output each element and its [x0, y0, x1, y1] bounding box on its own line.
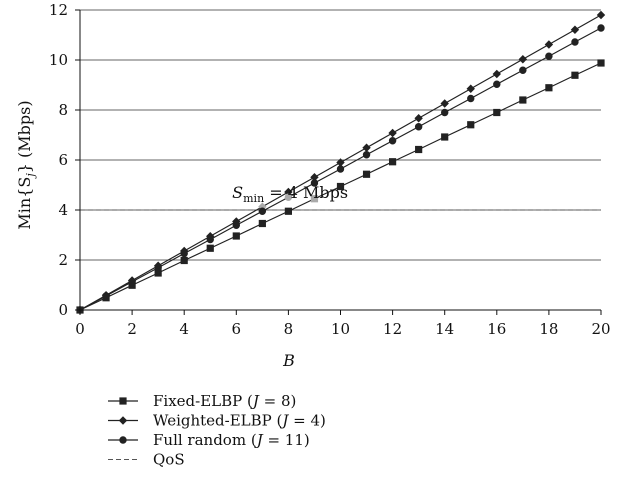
series-1-point-16	[492, 69, 501, 79]
x-tick-label-0: 0	[75, 320, 85, 338]
smin-symbol: S	[232, 183, 243, 202]
legend-label-1: Weighted-ELBP (J = 4)	[153, 412, 326, 430]
x-tick-label-7: 14	[435, 320, 454, 338]
series-0-point-11	[362, 170, 371, 178]
series-0-point-17	[519, 96, 527, 104]
x-tick-label-8: 16	[487, 320, 506, 338]
series-0-point-12	[389, 158, 397, 166]
legend-item-2: Full random (J = 11)	[108, 431, 310, 449]
x-tick-label-3: 6	[232, 320, 242, 338]
series-layer	[75, 10, 606, 315]
series-2-point-9	[310, 179, 319, 187]
series-2-point-16	[493, 80, 501, 88]
series-2-point-17	[519, 66, 527, 74]
series-2-point-6	[232, 221, 240, 229]
series-2	[76, 24, 605, 314]
smin-text: = 4 Mbps	[264, 183, 348, 202]
series-1-point-12	[388, 128, 397, 138]
series-2-point-13	[414, 123, 423, 131]
x-tick-label-1: 2	[127, 320, 137, 338]
series-1-point-19	[570, 25, 580, 34]
series-0-point-9	[310, 195, 319, 203]
legend-swatch-marker-1	[118, 416, 128, 425]
x-tick-label-2: 4	[179, 320, 189, 338]
series-2-point-14	[441, 108, 449, 117]
series-0-point-16	[493, 108, 501, 117]
legend-swatch-marker-2	[119, 436, 127, 444]
series-0-point-5	[206, 244, 214, 252]
series-0	[76, 59, 605, 314]
series-1-point-15	[466, 84, 475, 93]
y-tick-label-2: 4	[58, 201, 68, 219]
series-2-point-15	[467, 94, 475, 103]
series-0-point-10	[336, 182, 345, 191]
y-tick-label-6: 12	[49, 1, 68, 19]
series-0-point-15	[467, 121, 475, 129]
series-1-point-17	[518, 55, 528, 64]
y-tick-label-0: 0	[58, 301, 68, 319]
x-tick-label-10: 20	[591, 320, 610, 338]
x-tick-label-4: 8	[284, 320, 294, 338]
x-tick-label-9: 18	[539, 320, 558, 338]
y-axis-label-sub: j	[24, 173, 37, 180]
series-2-point-3	[154, 264, 162, 272]
series-2-point-5	[206, 235, 214, 244]
series-1-point-20	[596, 10, 606, 20]
series-1-point-10	[336, 158, 345, 167]
series-1-point-13	[414, 114, 423, 123]
axes	[75, 9, 602, 315]
series-2-point-1	[102, 292, 110, 300]
smin-subscript: min	[243, 192, 264, 205]
legend-item-0: Fixed-ELBP (J = 8)	[108, 392, 296, 410]
series-0-point-7	[258, 219, 266, 228]
y-tick-label-3: 6	[58, 151, 68, 169]
x-tick-label-5: 10	[331, 320, 350, 338]
series-0-point-8	[284, 207, 292, 215]
series-0-point-6	[232, 232, 240, 240]
series-1-point-8	[284, 187, 293, 197]
legend-label-3: QoS	[153, 451, 185, 469]
legend-item-3: QoS	[108, 451, 185, 469]
series-0-point-20	[597, 59, 605, 67]
legend-item-1: Weighted-ELBP (J = 4)	[108, 412, 326, 430]
series-2-point-12	[388, 137, 397, 145]
series-0-point-19	[571, 71, 579, 79]
y-tick-label-4: 8	[58, 101, 68, 119]
legend-swatch-marker-0	[119, 397, 127, 405]
y-axis-label-main: Min{S	[15, 177, 34, 230]
series-1-point-18	[544, 40, 554, 49]
series-2-point-4	[180, 249, 188, 258]
series-1-point-9	[310, 173, 319, 182]
x-axis-label: B	[282, 351, 295, 370]
y-tick-label-1: 2	[58, 251, 68, 269]
x-tick-label-6: 12	[383, 320, 402, 338]
series-2-point-18	[545, 52, 553, 60]
y-axis-label: Min{Sj} (Mbps)	[15, 100, 37, 229]
series-0-point-18	[545, 84, 553, 92]
series-0-point-14	[441, 133, 449, 141]
series-1-point-11	[362, 143, 371, 152]
series-0-point-13	[415, 145, 423, 154]
series-2-point-8	[284, 193, 293, 201]
series-0-point-4	[180, 256, 188, 265]
series-0-point-3	[154, 269, 162, 277]
legend-label-0: Fixed-ELBP (J = 8)	[153, 392, 296, 410]
series-2-point-20	[597, 24, 605, 32]
legend-label-2: Full random (J = 11)	[153, 431, 310, 449]
y-axis-label-tail: } (Mbps)	[15, 100, 34, 173]
series-2-point-2	[128, 278, 136, 286]
smin-annotation: Smin = 4 Mbps	[232, 183, 348, 205]
legend: Fixed-ELBP (J = 8) Weighted-ELBP (J = 4)F…	[108, 392, 326, 469]
series-2-point-19	[571, 38, 579, 46]
series-1-point-14	[440, 99, 449, 108]
series-2-point-11	[362, 151, 371, 159]
series-2-point-7	[258, 207, 267, 215]
y-tick-label-5: 10	[49, 51, 68, 69]
tick-labels: 0 2 4 6 8 10 12 14 16 18 20 0 2 4 6 8 10 12	[49, 1, 611, 338]
series-2-point-10	[336, 165, 345, 173]
